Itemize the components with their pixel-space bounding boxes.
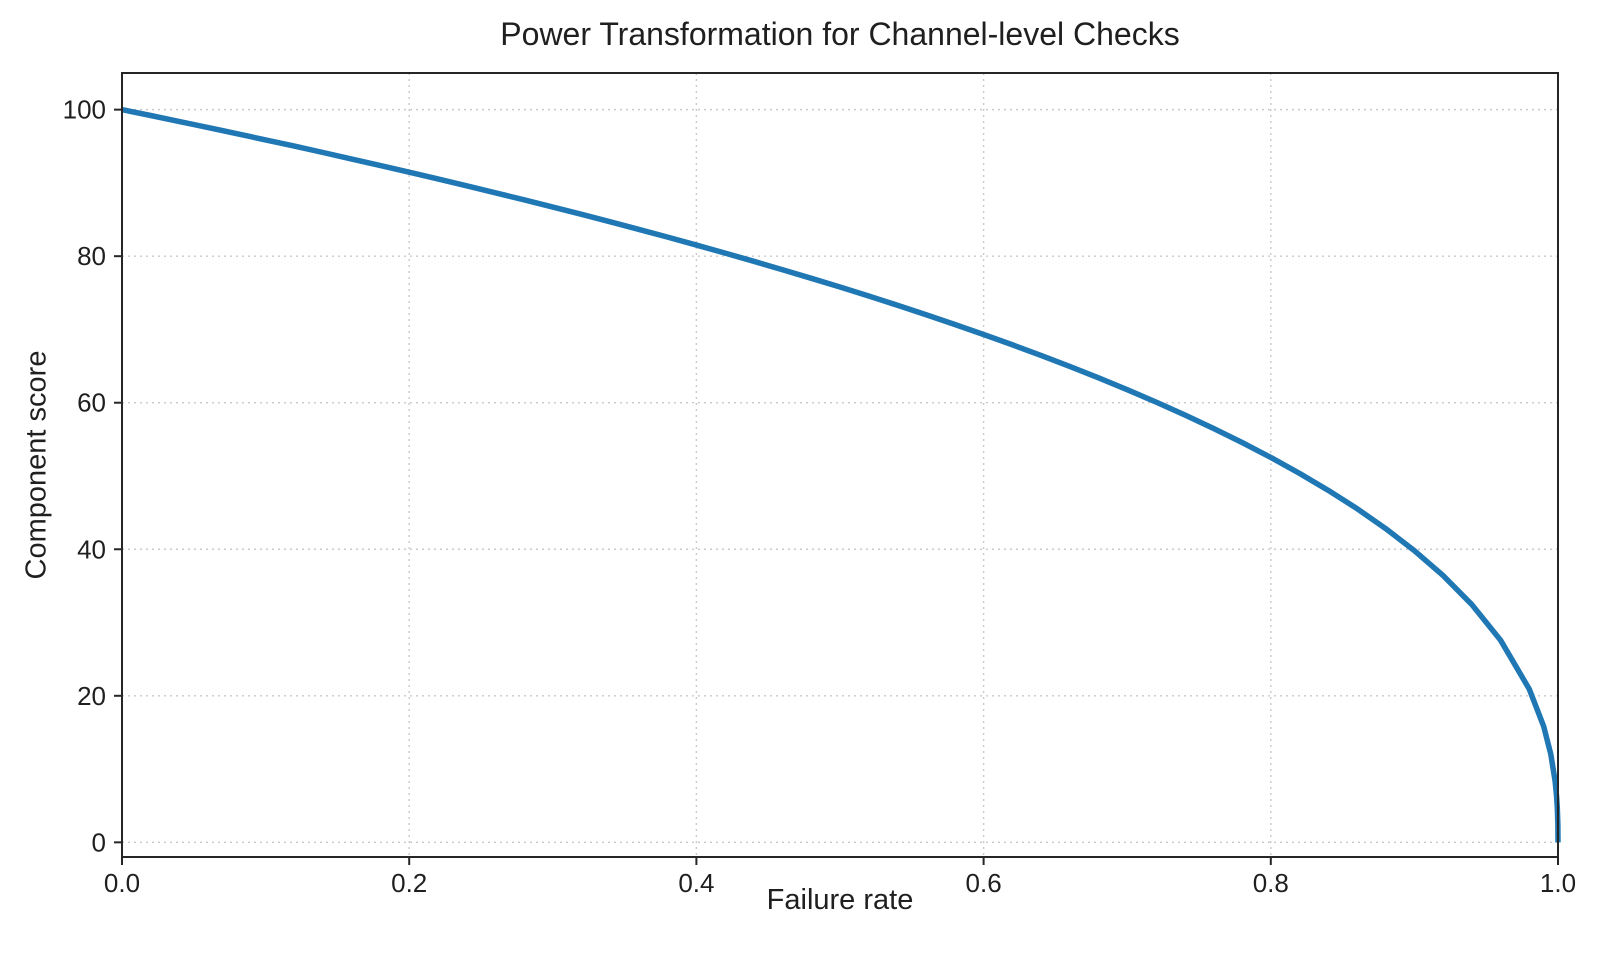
- series-line: [121, 106, 1561, 843]
- x-tick-label: 0.4: [678, 868, 714, 898]
- y-tick-label: 40: [77, 534, 106, 564]
- y-tick-label: 100: [63, 95, 106, 125]
- y-tick-label: 60: [77, 388, 106, 418]
- x-tick-label: 0.0: [104, 868, 140, 898]
- x-tick-label: 0.2: [391, 868, 427, 898]
- x-tick-label: 0.8: [1253, 868, 1289, 898]
- y-tick-label: 80: [77, 241, 106, 271]
- x-tick-label: 1.0: [1540, 868, 1576, 898]
- y-tick-label: 20: [77, 681, 106, 711]
- plot-spines: [121, 72, 1559, 858]
- x-tick-label: 0.6: [966, 868, 1002, 898]
- y-tick-label: 0: [92, 827, 106, 857]
- chart-title: Power Transformation for Channel-level C…: [500, 16, 1180, 52]
- x-axis-label: Failure rate: [766, 884, 914, 916]
